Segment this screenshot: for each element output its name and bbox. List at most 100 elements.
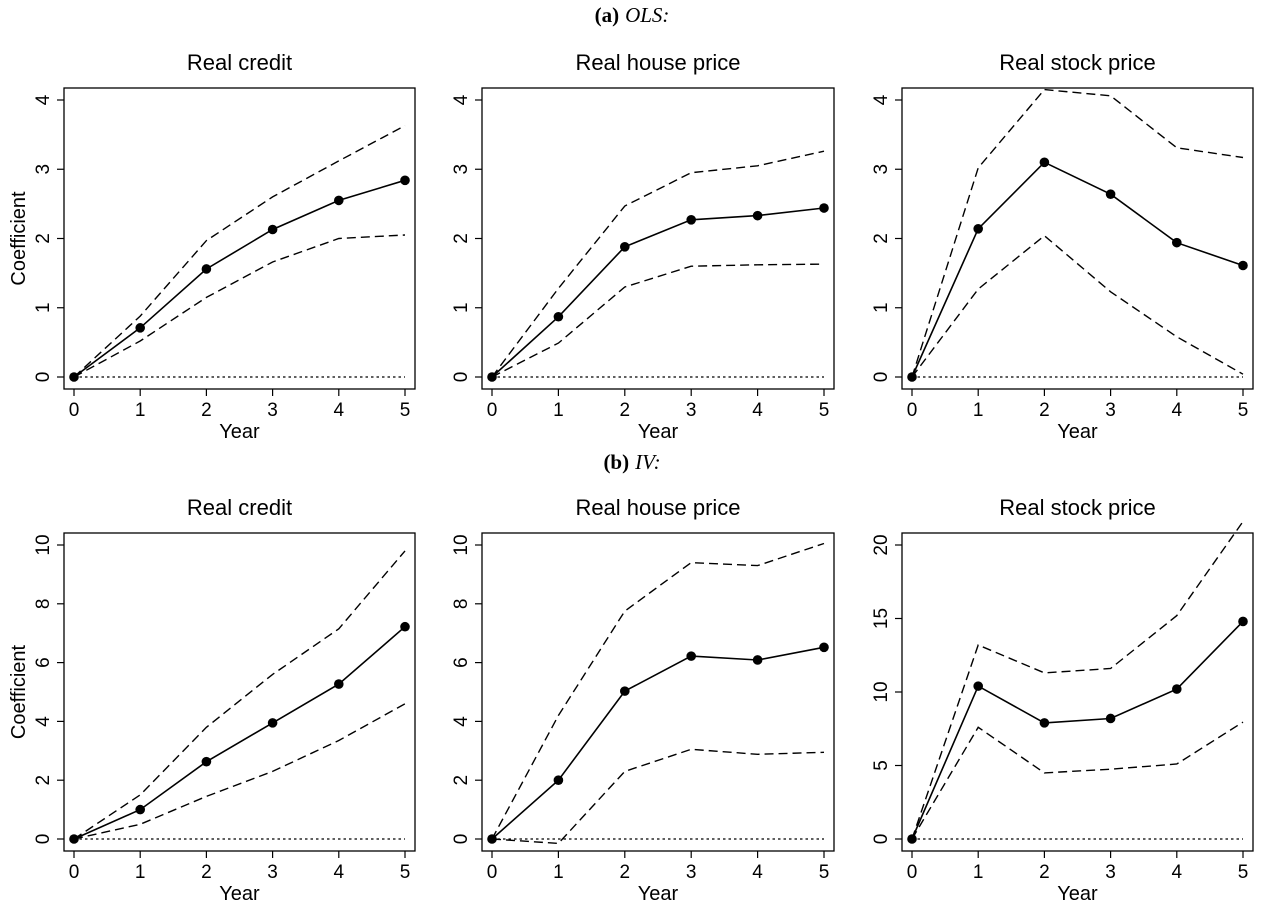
chart-5-xtick-label: 4 bbox=[1172, 862, 1183, 883]
chart-2-estimate-point bbox=[1172, 237, 1182, 248]
chart-2-ytick-label: 1 bbox=[871, 302, 892, 313]
chart-0-xtick-label: 0 bbox=[69, 400, 80, 421]
chart-2-title: Real stock price bbox=[999, 50, 1156, 75]
chart-4-xtick-label: 4 bbox=[752, 862, 763, 883]
chart-2-xtick-label: 4 bbox=[1172, 400, 1183, 421]
chart-0-lower-line bbox=[73, 234, 406, 378]
chart-0-estimate-point bbox=[334, 195, 344, 206]
chart-3-xlabel: Year bbox=[219, 883, 260, 905]
chart-1-xtick-label: 5 bbox=[819, 400, 830, 421]
chart-5-ytick-label: 10 bbox=[871, 681, 892, 702]
chart-2-upper-line bbox=[911, 88, 1244, 378]
chart-2-plot-frame bbox=[901, 87, 1254, 390]
chart-4-xtick-label: 3 bbox=[686, 862, 697, 883]
panel-a-text: OLS: bbox=[625, 3, 670, 27]
chart-4-estimate-point bbox=[752, 655, 763, 665]
panel-a-label: (a) bbox=[594, 3, 620, 27]
chart-0-estimate-point bbox=[135, 323, 145, 333]
chart-3-ytick-label: 4 bbox=[33, 716, 54, 727]
chart-2-estimate-point bbox=[1238, 260, 1248, 271]
chart-2-xtick-label: 2 bbox=[1039, 400, 1050, 421]
chart-0-xtick-label: 2 bbox=[201, 400, 212, 421]
chart-1-xtick-label: 1 bbox=[553, 400, 564, 421]
chart-4-estimate-point bbox=[553, 775, 564, 785]
chart-3-xtick-label: 2 bbox=[201, 862, 212, 883]
panel-a-caption: (a) OLS: bbox=[0, 3, 1264, 28]
chart-5-plot-frame bbox=[901, 532, 1254, 852]
chart-5-estimate-point bbox=[973, 681, 983, 691]
panel-b-label: (b) bbox=[603, 450, 630, 474]
chart-2-estimate-point bbox=[1105, 189, 1116, 199]
chart-5-xtick-label: 3 bbox=[1105, 862, 1116, 883]
chart-4-upper-line bbox=[491, 542, 825, 840]
chart-1-estimate-point bbox=[819, 203, 829, 213]
chart-4-xtick-label: 1 bbox=[553, 862, 564, 883]
chart-2-ytick-label: 0 bbox=[871, 372, 892, 383]
chart-2-xtick-label: 0 bbox=[907, 400, 918, 421]
chart-0-upper-line bbox=[73, 124, 406, 378]
chart-0-estimate-line bbox=[73, 179, 406, 378]
chart-5-ytick-label: 0 bbox=[871, 834, 892, 845]
chart-1-ytick-label: 1 bbox=[451, 302, 472, 313]
chart-1-ytick-label: 0 bbox=[451, 372, 472, 383]
chart-4-xtick-label: 5 bbox=[819, 862, 830, 883]
chart-1-estimate-point bbox=[487, 372, 497, 382]
chart-5-ytick-label: 5 bbox=[871, 760, 892, 771]
chart-4-estimate-line bbox=[491, 646, 825, 840]
chart-5-lower-line bbox=[911, 721, 1244, 840]
chart-3-plot-frame bbox=[63, 532, 416, 852]
chart-1-estimate-point bbox=[686, 215, 696, 225]
chart-0-ytick-label: 0 bbox=[33, 372, 54, 383]
chart-4-ytick-label: 0 bbox=[451, 834, 472, 845]
chart-4-ytick-label: 8 bbox=[451, 599, 472, 610]
chart-0-estimate-point bbox=[69, 372, 79, 382]
chart-0-xtick-label: 5 bbox=[400, 400, 411, 421]
chart-2-xtick-label: 1 bbox=[973, 400, 984, 421]
chart-4-ytick-label: 6 bbox=[451, 657, 472, 668]
chart-4-title: Real house price bbox=[575, 495, 740, 520]
chart-3-upper-line bbox=[73, 550, 406, 840]
chart-5-title: Real stock price bbox=[999, 495, 1156, 520]
chart-4-plot-frame bbox=[481, 532, 835, 852]
chart-3-estimate-point bbox=[334, 679, 344, 689]
chart-1-xtick-label: 3 bbox=[686, 400, 697, 421]
chart-1-ytick-label: 4 bbox=[451, 94, 472, 105]
chart-4-lower-line bbox=[491, 748, 825, 845]
chart-5-estimate-point bbox=[1039, 718, 1050, 728]
chart-5-estimate-point bbox=[1105, 713, 1116, 724]
chart-5-ytick-label: 15 bbox=[871, 608, 892, 629]
chart-2-xtick-label: 5 bbox=[1238, 400, 1249, 421]
chart-2-xtick-label: 3 bbox=[1105, 400, 1116, 421]
chart-2-ytick-label: 3 bbox=[871, 164, 892, 175]
chart-1-plot-frame bbox=[481, 87, 835, 390]
chart-4-estimate-point bbox=[819, 642, 829, 653]
chart-0-ytick-label: 4 bbox=[33, 94, 54, 105]
chart-3-ytick-label: 8 bbox=[33, 599, 54, 610]
panel-b-caption: (b) IV: bbox=[0, 450, 1264, 475]
chart-2-estimate-line bbox=[911, 161, 1244, 378]
chart-4-ytick-label: 10 bbox=[451, 534, 472, 555]
chart-2-estimate-point bbox=[973, 224, 983, 234]
chart-2-xlabel: Year bbox=[1057, 421, 1098, 443]
chart-4-estimate-point bbox=[487, 834, 497, 844]
chart-3-xtick-label: 4 bbox=[334, 862, 345, 883]
chart-4-xtick-label: 2 bbox=[620, 862, 631, 883]
chart-1-lower-line bbox=[491, 263, 825, 378]
chart-1-xlabel: Year bbox=[638, 421, 679, 443]
chart-1-estimate-point bbox=[752, 210, 763, 221]
chart-2-ytick-label: 2 bbox=[871, 233, 892, 244]
chart-5-estimate-point bbox=[1172, 684, 1182, 694]
chart-4-estimate-point bbox=[620, 686, 630, 696]
chart-0-title: Real credit bbox=[187, 50, 292, 75]
chart-4-ytick-label: 4 bbox=[451, 716, 472, 727]
chart-1-upper-line bbox=[491, 150, 825, 378]
chart-0-plot-frame bbox=[63, 87, 416, 390]
chart-5-xtick-label: 0 bbox=[907, 862, 918, 883]
chart-2-lower-line bbox=[911, 234, 1244, 378]
chart-3-xtick-label: 3 bbox=[267, 862, 278, 883]
chart-0-ylabel: Coefficient bbox=[8, 191, 30, 286]
chart-4-estimate-point bbox=[686, 651, 696, 661]
chart-1-estimate-point bbox=[553, 311, 564, 322]
chart-5-xlabel: Year bbox=[1057, 883, 1098, 905]
